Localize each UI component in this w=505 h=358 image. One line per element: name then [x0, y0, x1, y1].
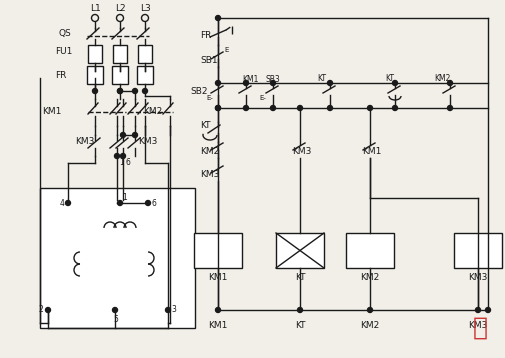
- Text: KT: KT: [295, 274, 305, 282]
- Text: E-: E-: [206, 95, 213, 101]
- Text: QS: QS: [58, 29, 71, 38]
- Bar: [346, 233, 394, 268]
- Text: KM2: KM2: [361, 321, 380, 330]
- Circle shape: [118, 200, 123, 205]
- Text: 3: 3: [171, 305, 176, 314]
- Bar: [138, 45, 152, 63]
- Text: KM3: KM3: [468, 274, 488, 282]
- Circle shape: [132, 88, 137, 93]
- Circle shape: [142, 88, 147, 93]
- Bar: [88, 45, 102, 63]
- Circle shape: [476, 308, 480, 313]
- Circle shape: [216, 15, 221, 20]
- Circle shape: [113, 308, 118, 313]
- Circle shape: [121, 154, 126, 159]
- Text: KT: KT: [295, 321, 305, 330]
- Circle shape: [92, 88, 97, 93]
- Text: SB2: SB2: [190, 87, 208, 96]
- Text: KM1: KM1: [209, 321, 228, 330]
- Circle shape: [166, 308, 171, 313]
- Bar: [137, 66, 153, 84]
- Circle shape: [368, 106, 373, 111]
- Text: SB1: SB1: [200, 55, 218, 64]
- Text: KM3: KM3: [138, 136, 158, 145]
- Text: E-: E-: [259, 95, 266, 101]
- Text: KM2: KM2: [143, 106, 162, 116]
- Circle shape: [145, 200, 150, 205]
- Text: KM1: KM1: [242, 74, 259, 83]
- Text: KM2: KM2: [361, 274, 380, 282]
- Text: KM2: KM2: [200, 146, 219, 155]
- Circle shape: [243, 106, 248, 111]
- Circle shape: [66, 200, 71, 205]
- Text: SB3: SB3: [265, 74, 280, 83]
- Circle shape: [216, 106, 221, 111]
- Text: 1: 1: [122, 193, 127, 202]
- Text: KM3: KM3: [292, 146, 312, 155]
- Circle shape: [328, 81, 332, 86]
- Text: KM3: KM3: [200, 169, 219, 179]
- Bar: [40, 188, 195, 328]
- Circle shape: [297, 308, 302, 313]
- Text: L1: L1: [89, 4, 100, 13]
- Text: FR: FR: [55, 71, 66, 79]
- Text: 6: 6: [125, 158, 130, 166]
- Circle shape: [485, 308, 490, 313]
- Text: FU1: FU1: [55, 47, 72, 55]
- Circle shape: [216, 308, 221, 313]
- Circle shape: [121, 132, 126, 137]
- Text: 🐻: 🐻: [473, 316, 487, 340]
- Text: KM1: KM1: [42, 106, 62, 116]
- Text: KT: KT: [200, 121, 211, 130]
- Circle shape: [115, 154, 120, 159]
- Circle shape: [118, 88, 123, 93]
- Circle shape: [368, 308, 373, 313]
- Bar: [87, 66, 103, 84]
- Circle shape: [392, 106, 397, 111]
- Text: L2: L2: [115, 4, 125, 13]
- Circle shape: [132, 132, 137, 137]
- Circle shape: [271, 106, 276, 111]
- Text: KM1: KM1: [362, 146, 381, 155]
- Circle shape: [45, 308, 50, 313]
- Text: E: E: [224, 47, 228, 53]
- Text: KT: KT: [318, 73, 327, 82]
- Text: 1: 1: [119, 158, 124, 166]
- Circle shape: [243, 81, 248, 86]
- Text: 2: 2: [38, 305, 43, 314]
- Circle shape: [392, 81, 397, 86]
- Circle shape: [216, 106, 221, 111]
- Text: KT: KT: [385, 73, 394, 82]
- Bar: [454, 233, 502, 268]
- Circle shape: [216, 81, 221, 86]
- Text: FR: FR: [200, 30, 212, 39]
- Text: KM3: KM3: [468, 321, 488, 330]
- Bar: [276, 233, 324, 268]
- Text: 5: 5: [113, 315, 118, 324]
- Text: KM1: KM1: [209, 274, 228, 282]
- Circle shape: [447, 106, 452, 111]
- Circle shape: [328, 106, 332, 111]
- Text: 4: 4: [60, 198, 65, 208]
- Bar: [112, 66, 128, 84]
- Circle shape: [118, 88, 123, 93]
- Circle shape: [271, 81, 276, 86]
- Text: KM2: KM2: [434, 73, 450, 82]
- Text: KM3: KM3: [75, 136, 95, 145]
- Bar: [194, 233, 242, 268]
- Bar: [113, 45, 127, 63]
- Circle shape: [447, 81, 452, 86]
- Circle shape: [297, 106, 302, 111]
- Text: 6: 6: [151, 198, 156, 208]
- Text: L3: L3: [139, 4, 150, 13]
